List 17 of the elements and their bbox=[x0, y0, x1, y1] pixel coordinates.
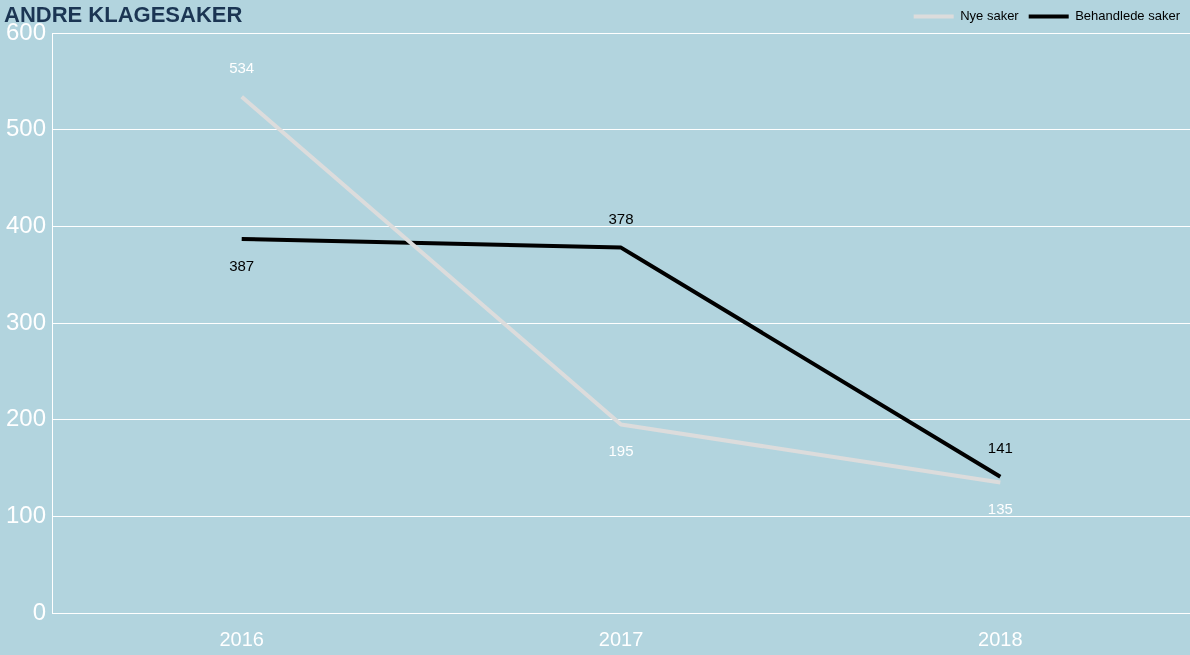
y-tick-label: 300 bbox=[6, 307, 47, 335]
y-tick-label: 200 bbox=[6, 404, 47, 432]
data-label: 387 bbox=[229, 256, 255, 274]
data-label: 141 bbox=[987, 439, 1013, 457]
x-tick-label: 2017 bbox=[598, 627, 644, 650]
y-tick-label: 0 bbox=[32, 597, 47, 625]
y-tick-label: 500 bbox=[6, 114, 47, 142]
x-tick-label: 2018 bbox=[978, 627, 1023, 650]
y-tick-label: 400 bbox=[6, 210, 47, 238]
x-tick-label: 2016 bbox=[219, 627, 264, 650]
data-label: 195 bbox=[608, 442, 634, 460]
legend-label: Behandlede saker bbox=[1075, 8, 1181, 24]
legend-label: Nye saker bbox=[960, 8, 1020, 24]
data-label: 378 bbox=[608, 210, 634, 228]
data-label: 534 bbox=[229, 59, 255, 77]
y-tick-label: 100 bbox=[6, 500, 47, 528]
data-label: 135 bbox=[987, 500, 1013, 518]
